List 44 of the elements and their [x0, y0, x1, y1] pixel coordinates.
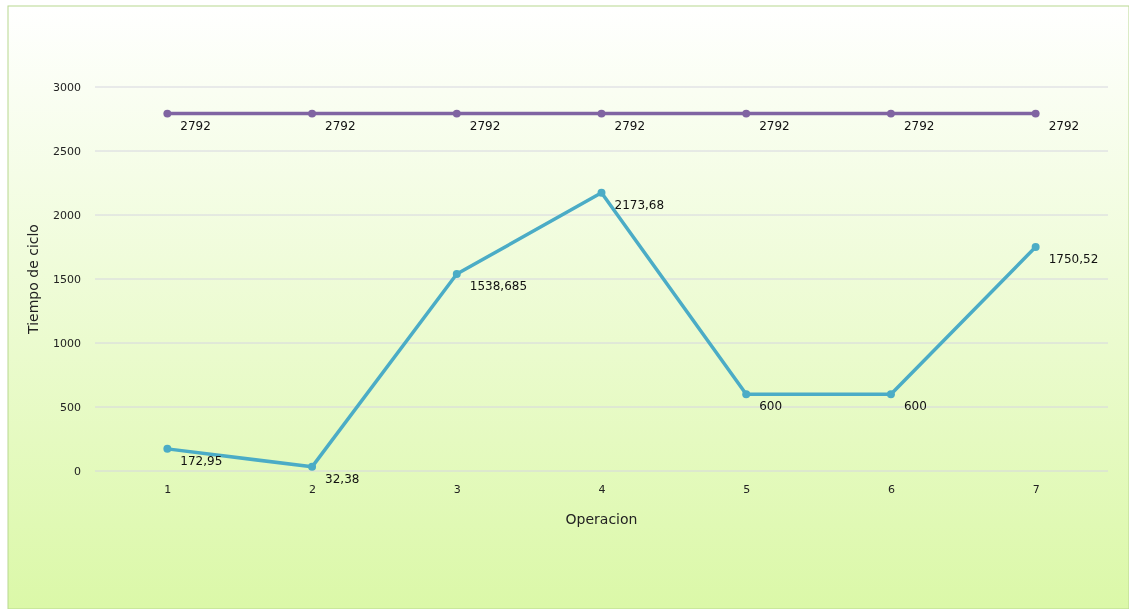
y-tick-label: 2500 [53, 145, 81, 159]
point [742, 109, 751, 118]
x-tick-label: 3 [453, 482, 461, 496]
point [308, 462, 317, 471]
data-label: 2792 [903, 118, 935, 133]
point [886, 109, 895, 118]
point [1031, 109, 1040, 118]
point [452, 109, 461, 118]
data-label: 2792 [614, 118, 646, 133]
y-tick-label: 2000 [53, 209, 81, 223]
point [1031, 242, 1040, 251]
x-tick-label: 4 [598, 482, 606, 496]
x-tick-label: 7 [1032, 482, 1040, 496]
point [163, 109, 172, 118]
data-label: 2792 [759, 118, 790, 133]
y-tick-label: 500 [60, 401, 81, 415]
point [597, 109, 606, 118]
x-tick-label: 1 [164, 482, 172, 496]
point [308, 109, 317, 118]
data-label: 2792 [1048, 118, 1080, 133]
x-tick-label: 2 [309, 482, 317, 496]
data-label: 2792 [325, 118, 356, 133]
data-label: 1538,685 [469, 279, 528, 294]
y-tick-label: 1500 [53, 273, 81, 287]
data-label: 172,95 [180, 453, 223, 468]
y-tick-label: 0 [74, 465, 81, 479]
x-tick-label: 6 [887, 482, 895, 496]
point [452, 270, 461, 279]
data-label: 32,38 [325, 471, 360, 486]
point [597, 188, 606, 197]
data-label: 2792 [180, 118, 211, 133]
point [742, 390, 751, 399]
data-label: 600 [903, 399, 927, 414]
x-axis-title: Operacion [565, 511, 638, 527]
data-label: 2173,68 [614, 197, 665, 212]
data-label: 1750,52 [1048, 251, 1099, 266]
point [886, 390, 895, 399]
y-tick-label: 3000 [53, 81, 81, 95]
x-tick-label: 5 [743, 482, 751, 496]
data-label: 2792 [469, 118, 501, 133]
y-tick-label: 1000 [53, 337, 81, 351]
data-label: 600 [759, 399, 783, 414]
point [163, 444, 172, 453]
y-axis-title: Tiempo de ciclo [25, 224, 41, 335]
